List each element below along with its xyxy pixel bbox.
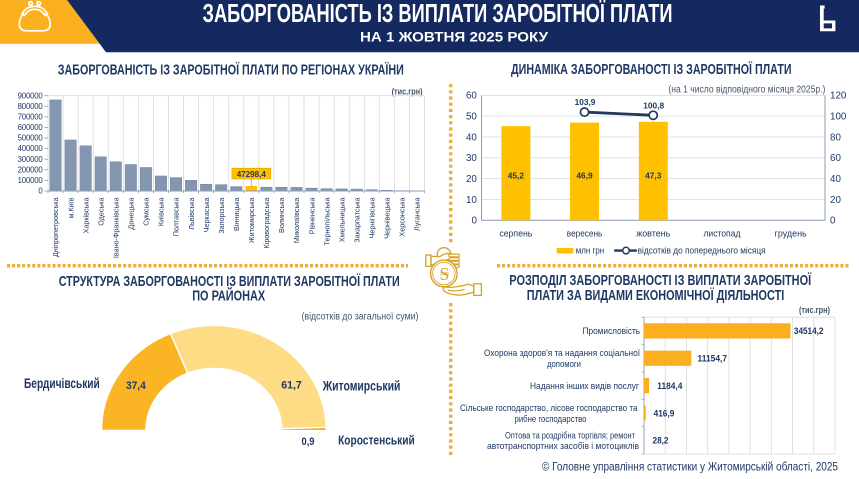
- svg-text:Бердичівський: Бердичівський: [24, 375, 100, 391]
- svg-text:900000: 900000: [18, 91, 44, 100]
- svg-text:вересень: вересень: [567, 228, 603, 239]
- svg-text:Житомирський: Житомирський: [322, 379, 400, 394]
- svg-text:Чернівецька: Чернівецька: [383, 197, 392, 238]
- svg-text:Донецька: Донецька: [127, 198, 136, 230]
- svg-text:37,4: 37,4: [126, 380, 146, 392]
- svg-text:Закарпатська: Закарпатська: [352, 197, 361, 242]
- svg-text:28,2: 28,2: [653, 436, 669, 447]
- svg-text:40: 40: [830, 174, 841, 185]
- svg-text:Тернопільська: Тернопільська: [322, 197, 331, 245]
- svg-text:ПО РАЙОНАХ: ПО РАЙОНАХ: [192, 286, 265, 304]
- svg-text:20: 20: [466, 174, 477, 185]
- svg-text:Одеська: Одеська: [96, 198, 105, 226]
- svg-text:Луганська: Луганська: [413, 198, 422, 231]
- svg-text:серпень: серпень: [499, 228, 532, 239]
- svg-text:45,2: 45,2: [508, 171, 524, 181]
- svg-text:46,9: 46,9: [576, 171, 592, 181]
- svg-text:Полтавська: Полтавська: [172, 198, 181, 237]
- svg-text:0: 0: [471, 216, 477, 227]
- svg-text:120: 120: [830, 91, 847, 102]
- svg-text:Івано-Франківська: Івано-Франківська: [111, 198, 120, 259]
- svg-text:47298,4: 47298,4: [237, 169, 266, 179]
- svg-text:100,8: 100,8: [643, 100, 664, 110]
- svg-text:20: 20: [830, 195, 841, 206]
- svg-text:0,9: 0,9: [302, 436, 315, 448]
- svg-text:50: 50: [466, 112, 477, 123]
- svg-text:0: 0: [830, 216, 836, 227]
- svg-text:Миколаївська: Миколаївська: [292, 198, 301, 244]
- svg-text:Черкаська: Черкаська: [202, 198, 211, 233]
- svg-text:Львівська: Львівська: [187, 198, 196, 230]
- svg-text:Вінницька: Вінницька: [232, 198, 241, 232]
- svg-text:Харківська: Харківська: [81, 197, 90, 233]
- svg-text:61,7: 61,7: [281, 380, 302, 392]
- svg-text:ЗАБОРГОВАНІСТЬ ІЗ ЗАРОБІТНОЇ П: ЗАБОРГОВАНІСТЬ ІЗ ЗАРОБІТНОЇ ПЛАТИ ПО РЕ…: [58, 62, 404, 79]
- svg-text:(тис.грн): (тис.грн): [392, 87, 423, 98]
- svg-text:100: 100: [830, 112, 847, 123]
- svg-text:Охорона здоров'я та надання со: Охорона здоров'я та надання соціальної: [484, 348, 640, 358]
- svg-text:Житомирська: Житомирська: [247, 197, 256, 242]
- svg-text:НА 1 ЖОВТНЯ 2025 РОКУ: НА 1 ЖОВТНЯ 2025 РОКУ: [360, 29, 549, 44]
- svg-text:(тис.грн): (тис.грн): [799, 305, 830, 316]
- svg-text:100000: 100000: [18, 176, 44, 185]
- svg-text:© Головне управління статистик: © Головне управління статистики у Житоми…: [542, 460, 838, 474]
- svg-text:Надання інших видів послуг: Надання інших видів послуг: [530, 381, 640, 391]
- svg-text:Сільське господарство, лісове: Сільське господарство, лісове господарст…: [460, 403, 638, 413]
- svg-text:СТРУКТУРА ЗАБОРГОВАНОСТІ ІЗ ВИ: СТРУКТУРА ЗАБОРГОВАНОСТІ ІЗ ВИПЛАТИ ЗАРО…: [59, 273, 400, 290]
- svg-text:Хмельницька: Хмельницька: [337, 197, 346, 242]
- svg-text:Волинська: Волинська: [277, 198, 286, 233]
- svg-text:Оптова та роздрібна торгівля;: Оптова та роздрібна торгівля; ремонт: [505, 430, 636, 440]
- svg-text:(відсотків до загальної суми): (відсотків до загальної суми): [302, 311, 419, 322]
- svg-text:40: 40: [466, 132, 477, 143]
- svg-text:(на 1 число відповідного місяц: (на 1 число відповідного місяця 2025р.): [668, 85, 825, 96]
- svg-text:допомоги: допомоги: [547, 359, 581, 369]
- svg-text:жовтень: жовтень: [636, 228, 670, 239]
- svg-text:800000: 800000: [18, 102, 44, 111]
- svg-text:Сумська: Сумська: [142, 198, 151, 226]
- svg-text:11154,7: 11154,7: [698, 354, 728, 365]
- svg-text:103,9: 103,9: [575, 97, 596, 107]
- svg-text:листопад: листопад: [703, 228, 740, 239]
- svg-text:60: 60: [466, 91, 477, 102]
- svg-text:грудень: грудень: [775, 228, 807, 239]
- svg-text:Київська: Київська: [157, 198, 166, 227]
- svg-text:млн грн: млн грн: [576, 245, 604, 256]
- svg-text:Рівненська: Рівненська: [307, 198, 316, 235]
- svg-text:відсотків до попереднього міся: відсотків до попереднього місяця: [638, 245, 766, 256]
- svg-text:Коростенський: Коростенський: [338, 432, 415, 447]
- svg-text:ЗАБОРГОВАНІСТЬ ІЗ ВИПЛАТИ ЗАРО: ЗАБОРГОВАНІСТЬ ІЗ ВИПЛАТИ ЗАРОБІТНОЇ ПЛА…: [203, 0, 673, 28]
- svg-text:Чернігівська: Чернігівська: [367, 198, 376, 239]
- svg-text:Промисловість: Промисловість: [583, 326, 641, 336]
- svg-text:300000: 300000: [18, 155, 44, 164]
- svg-text:рибне господарство: рибне господарство: [515, 414, 587, 424]
- svg-text:автотранспортних засобів і мот: автотранспортних засобів і мотоциклів: [487, 441, 639, 451]
- svg-text:0: 0: [38, 187, 43, 196]
- svg-text:34514,2: 34514,2: [794, 326, 824, 337]
- svg-text:80: 80: [830, 132, 841, 143]
- svg-text:Запорізька: Запорізька: [217, 198, 226, 234]
- svg-text:416,9: 416,9: [654, 408, 675, 419]
- svg-text:30: 30: [466, 153, 477, 164]
- svg-text:200000: 200000: [18, 165, 44, 174]
- svg-text:400000: 400000: [18, 144, 44, 153]
- svg-text:РОЗПОДІЛ ЗАБОРГОВАНОСТІ ІЗ ВИП: РОЗПОДІЛ ЗАБОРГОВАНОСТІ ІЗ ВИПЛАТИ ЗАРОБ…: [509, 272, 811, 289]
- svg-text:60: 60: [830, 153, 841, 164]
- svg-text:600000: 600000: [18, 123, 44, 132]
- svg-text:ДИНАМІКА ЗАБОРГОВАНОСТІ ІЗ ЗАР: ДИНАМІКА ЗАБОРГОВАНОСТІ ІЗ ЗАРОБІТНОЇ ПЛ…: [511, 61, 792, 78]
- svg-text:500000: 500000: [18, 134, 44, 143]
- svg-text:ПЛАТИ ЗА ВИДАМИ ЕКОНОМІЧНОЇ ДІ: ПЛАТИ ЗА ВИДАМИ ЕКОНОМІЧНОЇ ДІЯЛЬНОСТІ: [527, 287, 785, 304]
- svg-text:Дніпропетровська: Дніпропетровська: [51, 198, 60, 258]
- svg-text:₴: ₴: [439, 264, 449, 284]
- svg-text:Херсонська: Херсонська: [398, 198, 407, 237]
- svg-text:Кіровоградська: Кіровоградська: [262, 198, 271, 249]
- svg-text:1184,4: 1184,4: [657, 381, 683, 392]
- svg-text:700000: 700000: [18, 113, 44, 122]
- svg-text:м.Київ: м.Київ: [66, 197, 75, 218]
- svg-text:47,3: 47,3: [645, 171, 661, 181]
- svg-text:10: 10: [466, 195, 477, 206]
